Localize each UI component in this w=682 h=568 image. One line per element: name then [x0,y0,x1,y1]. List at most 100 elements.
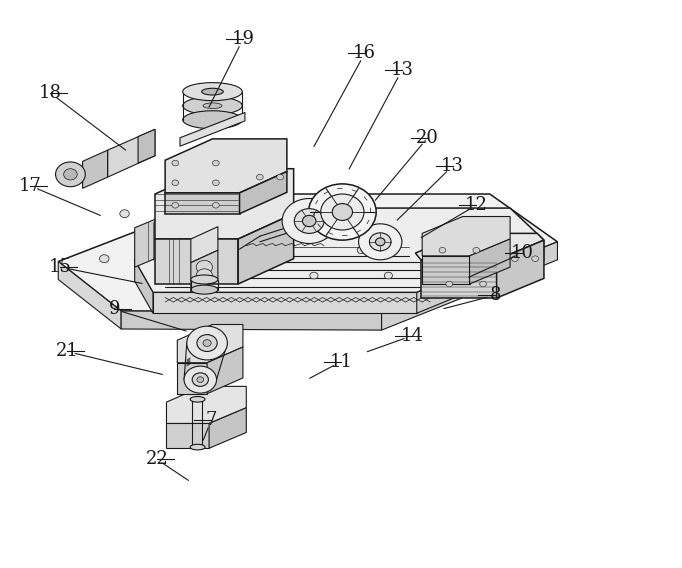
Polygon shape [415,233,544,260]
Polygon shape [417,240,544,313]
Polygon shape [108,130,155,177]
Circle shape [458,212,467,220]
Circle shape [473,248,479,253]
Circle shape [479,281,486,287]
Polygon shape [155,194,213,258]
Text: 22: 22 [146,450,168,469]
Text: 13: 13 [441,157,464,175]
Polygon shape [239,172,287,214]
Polygon shape [191,250,218,293]
Text: 15: 15 [49,258,72,276]
Circle shape [197,335,217,352]
Polygon shape [180,112,245,146]
Circle shape [256,174,263,180]
Circle shape [213,180,219,186]
Circle shape [197,377,204,382]
Text: 8: 8 [490,286,501,304]
Polygon shape [177,363,207,394]
Circle shape [277,174,284,180]
Circle shape [512,256,518,261]
Circle shape [209,247,216,254]
Polygon shape [209,408,246,448]
Circle shape [235,272,243,279]
Polygon shape [134,219,155,267]
Ellipse shape [190,444,205,450]
Polygon shape [207,347,243,394]
Circle shape [376,238,385,246]
Text: 13: 13 [390,61,413,80]
Circle shape [184,366,216,393]
Circle shape [213,160,219,166]
Circle shape [332,203,353,220]
Circle shape [283,247,291,254]
Polygon shape [166,386,246,424]
Polygon shape [191,227,218,262]
Circle shape [295,208,324,233]
Text: 12: 12 [465,197,488,214]
Polygon shape [134,208,544,293]
Ellipse shape [202,88,223,95]
Polygon shape [134,260,153,313]
Circle shape [310,272,318,279]
Circle shape [196,260,213,274]
Polygon shape [177,324,243,363]
Circle shape [321,194,364,230]
Circle shape [100,255,109,262]
Circle shape [485,257,494,265]
Circle shape [203,340,211,346]
Circle shape [196,269,213,282]
Circle shape [439,248,446,253]
Polygon shape [58,261,121,329]
Polygon shape [155,239,238,284]
Polygon shape [138,130,155,163]
Text: 19: 19 [231,30,254,48]
Polygon shape [83,150,108,189]
Circle shape [213,202,219,208]
Ellipse shape [190,396,205,402]
Polygon shape [153,293,417,313]
Polygon shape [155,169,294,239]
Ellipse shape [183,83,242,101]
Text: 14: 14 [400,327,424,345]
Ellipse shape [191,285,218,294]
Circle shape [120,210,130,218]
Ellipse shape [183,97,242,115]
Circle shape [432,247,440,254]
Text: 7: 7 [205,411,217,429]
Polygon shape [421,260,496,298]
Circle shape [63,169,77,180]
Polygon shape [422,256,469,284]
Text: 18: 18 [39,83,61,102]
Text: 21: 21 [56,343,78,361]
Circle shape [308,184,376,240]
Polygon shape [166,424,209,448]
Circle shape [302,215,316,227]
Circle shape [192,373,209,386]
Polygon shape [121,311,382,330]
Polygon shape [165,193,239,214]
Text: 20: 20 [416,129,439,147]
Circle shape [384,272,392,279]
Circle shape [172,202,179,208]
Text: 10: 10 [511,244,534,262]
Circle shape [172,180,179,186]
Circle shape [55,162,85,187]
Polygon shape [469,239,510,284]
Polygon shape [422,216,510,256]
Circle shape [172,160,179,166]
Polygon shape [58,194,557,312]
Circle shape [370,233,391,251]
Polygon shape [165,139,287,193]
Polygon shape [238,214,294,284]
Circle shape [532,256,539,261]
Polygon shape [496,240,544,298]
Ellipse shape [183,111,242,129]
Circle shape [359,224,402,260]
Text: 11: 11 [329,353,353,370]
Ellipse shape [191,275,218,284]
Text: 17: 17 [18,177,42,195]
Text: 9: 9 [108,300,120,318]
Circle shape [282,198,336,244]
Circle shape [446,281,453,287]
Text: 16: 16 [353,44,376,62]
